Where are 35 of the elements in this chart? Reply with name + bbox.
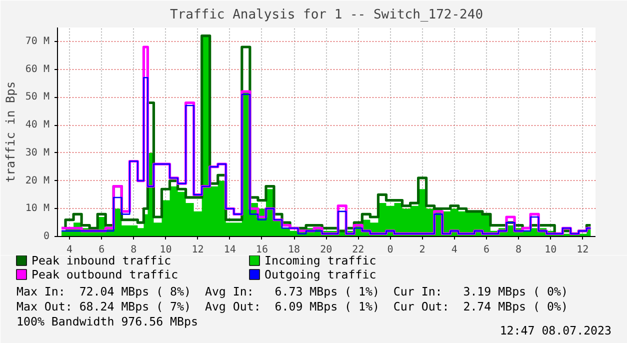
x-tick-label: 10 [544,244,557,256]
y-tick-label: 30 M [25,147,50,158]
y-tick-label: 70 M [25,36,50,47]
legend-label: Peak inbound traffic [32,254,172,268]
x-tick-label: 10 [160,244,172,256]
legend-label: Outgoing traffic [264,268,376,282]
x-tick-label: 20 [320,244,332,256]
text: Max In: 72.04 MBps ( 8%) Avg In: 6.73 MBps ( 1%) Cur In: 3.19 MBps ( 0%) [16,284,568,298]
x-tick-label: 6 [483,244,490,256]
chart-title: Traffic Analysis for 1 -- Switch_172-240 [170,8,484,22]
x-tick-label: 18 [288,244,300,256]
y-tick-label: 50 M [25,92,50,103]
y-tick-label: 10 M [25,203,50,214]
x-tick-label: 4 [451,244,458,256]
y-tick-label: 40 M [25,120,50,131]
legend-label: Incoming traffic [264,254,376,268]
x-tick-label: 16 [256,244,268,256]
text: Max Out: 68.24 MBps ( 7%) Avg Out: 6.09 MBps ( 1%) Cur Out: 2.74 MBps ( 0%) [16,300,568,314]
x-tick-label: 8 [130,244,137,256]
x-tick-label: 8 [516,244,522,256]
y-tick-label: 20 M [25,175,50,186]
x-tick-label: 2 [419,244,426,256]
text: 12:47 08.07.2023 [500,324,612,338]
legend-label: Peak outbound traffic [32,268,178,282]
x-tick-label: 6 [98,244,105,256]
y-tick-label: 0 [43,231,50,242]
y-tick-label: 60 M [25,64,50,75]
x-tick-label: 0 [387,244,394,256]
x-tick-label: 12 [192,244,204,256]
x-tick-label: 12 [576,244,589,256]
x-tick-label: 22 [352,244,364,256]
x-tick-label: 4 [66,244,73,256]
text: 100% Bandwidth 976.56 MBps [16,314,198,328]
x-tick-label: 14 [224,244,236,256]
y-axis-title: traffic in Bps [3,81,18,183]
